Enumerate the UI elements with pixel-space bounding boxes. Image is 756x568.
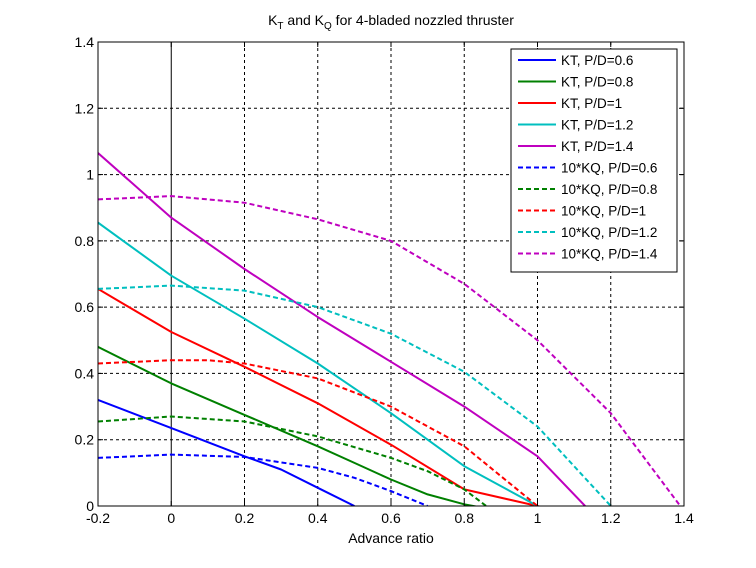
series-line-9 <box>98 195 682 506</box>
series-line-0 <box>98 398 355 506</box>
y-tick-label: 1.2 <box>75 100 95 116</box>
series-line-8 <box>98 284 612 506</box>
series-lines <box>98 152 682 506</box>
chart-title-subscript: Q <box>324 21 332 32</box>
series-line-5 <box>98 453 428 506</box>
y-tick-label: 0 <box>86 498 94 514</box>
chart-title-subscript: T <box>277 21 283 32</box>
x-tick-label: 1 <box>534 510 542 526</box>
legend-label-5: 10*KQ, P/D=0.6 <box>561 161 657 176</box>
x-tick-label: 0.6 <box>381 510 401 526</box>
chart-title: KT and KQ for 4-bladed nozzled thruster <box>268 12 514 32</box>
legend-label-0: KT, P/D=0.6 <box>561 53 633 68</box>
y-tick-label: 1 <box>86 167 94 183</box>
x-tick-label: 1.2 <box>601 510 621 526</box>
x-tick-label: 0.4 <box>308 510 328 526</box>
y-tick-label: 0.8 <box>75 233 95 249</box>
legend-label-3: KT, P/D=1.2 <box>561 118 633 133</box>
x-tick-label: 1.4 <box>674 510 694 526</box>
x-tick-label: 0 <box>167 510 175 526</box>
chart-title-part: and K <box>284 12 325 28</box>
x-tick-label: -0.2 <box>86 510 110 526</box>
legend-label-9: 10*KQ, P/D=1.4 <box>561 247 658 262</box>
x-tick-label: 0.2 <box>235 510 255 526</box>
series-line-4 <box>98 152 586 506</box>
axis-ticks: -0.2 0 0.2 0.4 0.6 0.8 1 1.2 1.400.20.40.60.811.… <box>75 34 694 526</box>
series-line-3 <box>98 221 538 506</box>
y-tick-label: 0.2 <box>75 432 95 448</box>
legend-label-4: KT, P/D=1.4 <box>561 139 634 154</box>
legend-label-2: KT, P/D=1 <box>561 96 622 111</box>
chart-title-part: for 4-bladed nozzled thruster <box>332 12 514 28</box>
legend-label-8: 10*KQ, P/D=1.2 <box>561 225 657 240</box>
legend-box <box>510 48 678 273</box>
legend-label-6: 10*KQ, P/D=0.8 <box>561 182 657 197</box>
x-tick-label: 0.8 <box>455 510 475 526</box>
legend-label-1: KT, P/D=0.8 <box>561 75 633 90</box>
series-line-7 <box>98 359 539 506</box>
y-tick-label: 1.4 <box>75 34 95 50</box>
y-tick-label: 0.6 <box>75 299 95 315</box>
chart-title-part: K <box>268 12 278 28</box>
legend-label-7: 10*KQ, P/D=1 <box>561 204 646 219</box>
y-tick-label: 0.4 <box>75 365 95 381</box>
x-axis-label: Advance ratio <box>348 530 434 546</box>
legend: KT, P/D=0.6 KT, P/D=0.8 KT, P/D=1 KT, P/D=1… <box>510 48 678 273</box>
series-line-1 <box>98 346 479 506</box>
series-line-6 <box>98 415 487 506</box>
